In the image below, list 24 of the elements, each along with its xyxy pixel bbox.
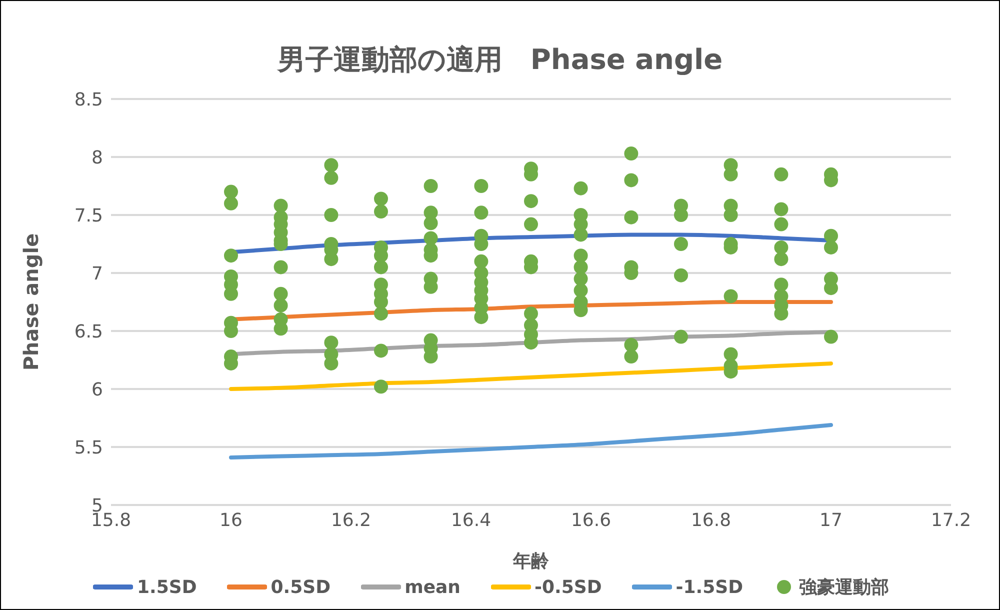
x-tick-label: 16.8 [690, 510, 732, 531]
legend-label: 0.5SD [270, 576, 331, 598]
legend-label: mean [404, 576, 460, 598]
y-tick-label: 7.5 [74, 205, 103, 226]
legend-label: 強豪運動部 [799, 576, 890, 599]
legend-label: 1.5SD [136, 576, 197, 598]
y-tick-label: 6.5 [74, 321, 103, 342]
y-tick-label: 5.5 [74, 437, 103, 458]
chart-title: 男子運動部の適用 Phase angle [276, 42, 724, 78]
legend-label: -0.5SD [534, 576, 602, 598]
y-tick-label: 7 [92, 263, 103, 284]
y-tick-label: 6 [92, 379, 103, 400]
y-tick-label: 8 [92, 147, 103, 168]
x-tick-label: 16.2 [330, 510, 372, 531]
x-tick-label: 16.6 [570, 510, 612, 531]
line-series [229, 422, 833, 460]
x-tick-label: 16 [220, 510, 242, 531]
y-tick-label: 8.5 [74, 89, 103, 110]
x-tick-label: 17 [820, 510, 842, 531]
y-axis-title: Phase angle [19, 233, 44, 371]
x-axis-title: 年齢 [512, 551, 550, 572]
legend-label: -1.5SD [676, 576, 744, 598]
x-tick-label: 16.4 [450, 510, 492, 531]
x-tick-label: 17.2 [930, 510, 972, 531]
